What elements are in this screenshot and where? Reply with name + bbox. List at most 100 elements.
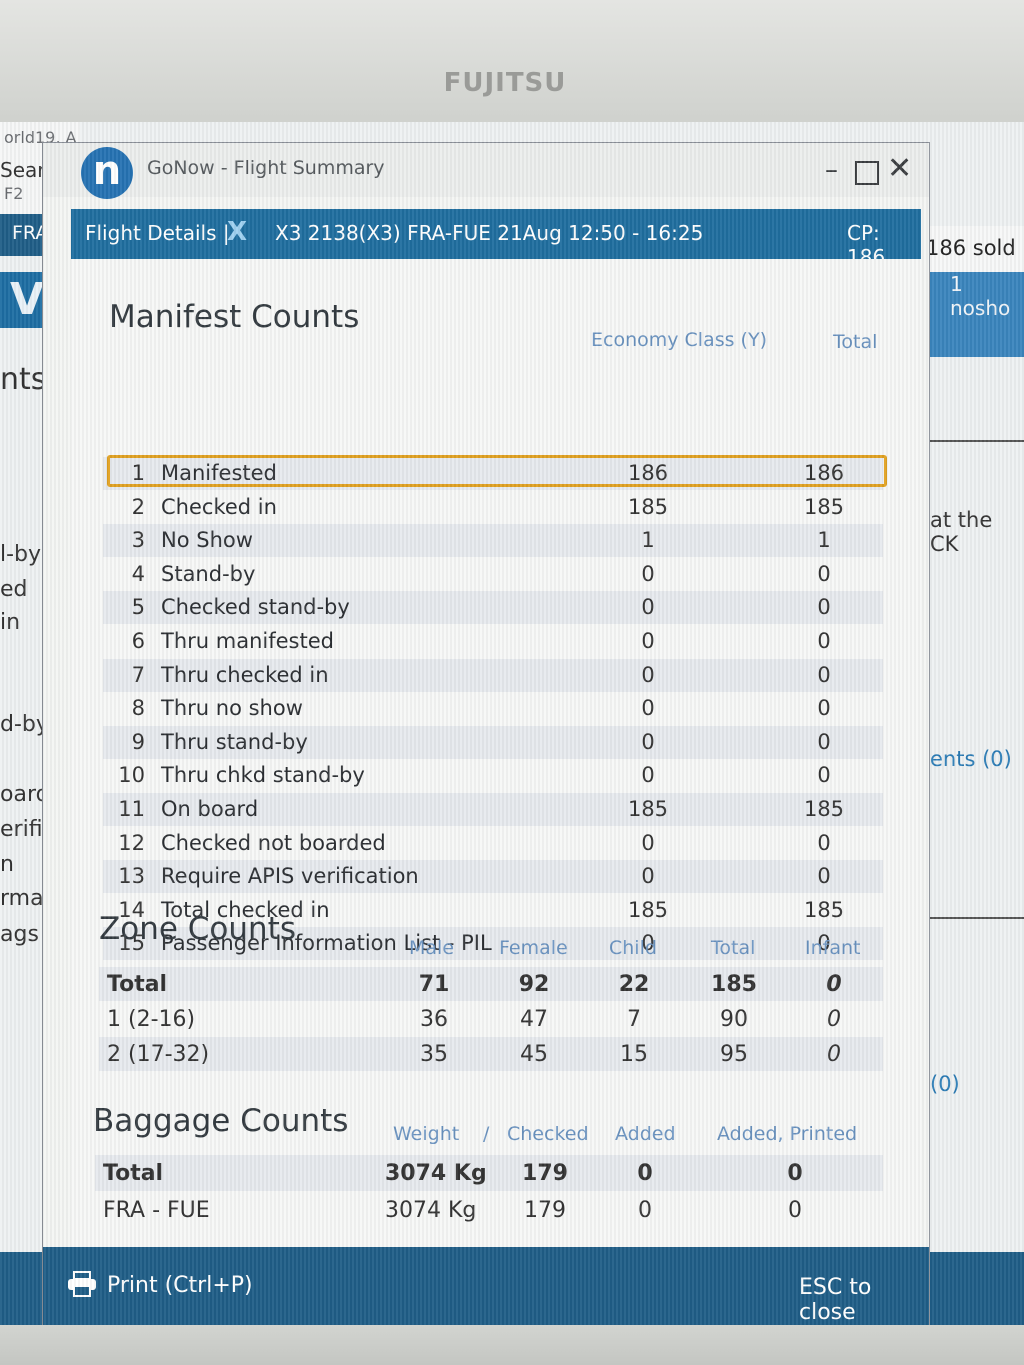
minimize-button[interactable]: – <box>825 155 838 185</box>
manifest-row[interactable]: 10 Thru chkd stand-by 0 0 <box>103 759 883 792</box>
manifest-cell-economy: 1 <box>641 528 655 553</box>
esc-close-hint[interactable]: ESC to close <box>799 1275 872 1325</box>
manifest-row[interactable]: 15 Passenger Information List - PIL 0 0 <box>103 927 883 961</box>
manifest-cell-economy: 0 <box>641 662 655 687</box>
baggage-cell-added: 0 <box>638 1198 652 1223</box>
bg-right-sold: 186 sold <box>922 226 1024 272</box>
zone-cell-male: 71 <box>418 972 450 997</box>
baggage-cell-label: FRA - FUE <box>103 1198 210 1223</box>
bag-col-weight: Weight <box>393 1123 460 1145</box>
printer-icon[interactable] <box>67 1271 97 1297</box>
zone-cell-label: 1 (2-16) <box>107 1007 196 1032</box>
manifest-cell-label: Passenger Information List - PIL <box>161 931 492 956</box>
flight-summary-dialog: n GoNow - Flight Summary – ✕ Flight Deta… <box>42 142 930 1327</box>
bg-left-item: d-by <box>0 712 49 737</box>
zone-cell-infant: 0 <box>827 1007 841 1032</box>
manifest-cell-num: 5 <box>131 595 145 620</box>
manifest-cell-num: 3 <box>131 528 145 553</box>
zone-cell-child: 15 <box>620 1042 648 1067</box>
manifest-cell-total: 0 <box>817 629 831 653</box>
zone-cell-male: 36 <box>420 1007 448 1032</box>
manifest-row[interactable]: 13 Require APIS verification 0 0 <box>103 860 883 894</box>
manifest-row[interactable]: 4 Stand-by 0 0 <box>103 558 883 591</box>
manifest-row[interactable]: 2 Checked in 185 185 <box>103 491 883 524</box>
manifest-cell-label: Checked not boarded <box>161 830 386 855</box>
baggage-cell-weight: 3074 Kg <box>385 1161 487 1186</box>
bg-left-item: l-by <box>0 542 42 567</box>
zone-cell-female: 47 <box>520 1007 548 1032</box>
monitor-bezel-bottom <box>0 1325 1024 1365</box>
zone-cell-infant: 0 <box>827 1042 841 1067</box>
zone-cell-child: 22 <box>618 972 650 997</box>
manifest-cell-economy: 185 <box>627 797 669 821</box>
baggage-cell-printed: 0 <box>787 1161 803 1186</box>
manifest-row[interactable]: 14 Total checked in 185 185 <box>103 894 883 927</box>
dialog-footer: Print (Ctrl+P) ESC to close <box>43 1247 929 1327</box>
zone-title: Zone Counts <box>99 911 296 947</box>
manifest-cell-total: 0 <box>817 763 831 788</box>
window-title: GoNow - Flight Summary <box>147 157 385 179</box>
manifest-cell-economy: 0 <box>641 830 655 855</box>
baggage-row: Total 3074 Kg 179 0 0 <box>95 1155 883 1191</box>
manifest-cell-economy: 186 <box>627 461 669 485</box>
manifest-row[interactable]: 7 Thru checked in 0 0 <box>103 658 883 692</box>
manifest-cell-total: 185 <box>803 897 845 922</box>
manifest-cell-total: 0 <box>817 696 831 721</box>
manifest-cell-num: 12 <box>118 830 145 855</box>
manifest-cell-economy: 0 <box>641 696 655 721</box>
manifest-cell-num: 15 <box>118 931 145 956</box>
manifest-row[interactable]: 12 Checked not boarded 0 0 <box>103 827 883 860</box>
manifest-title: Manifest Counts <box>109 299 360 335</box>
manifest-cell-label: Thru checked in <box>161 662 329 687</box>
manifest-cell-label: Thru chkd stand-by <box>161 763 365 788</box>
bg-left-item: in <box>0 610 21 635</box>
manifest-cell-label: Stand-by <box>161 561 256 586</box>
dialog-titlebar: n GoNow - Flight Summary – ✕ <box>43 143 929 199</box>
manifest-cell-num: 8 <box>131 696 145 721</box>
baggage-title: Baggage Counts <box>93 1103 349 1139</box>
zone-row: Total 71 92 22 185 0 <box>99 967 883 1001</box>
manifest-row[interactable]: 9 Thru stand-by 0 0 <box>103 725 883 759</box>
baggage-cell-printed: 0 <box>788 1198 802 1223</box>
maximize-button[interactable] <box>855 161 879 185</box>
manifest-cell-num: 1 <box>131 461 145 485</box>
zone-col-female: Female <box>499 937 568 959</box>
divider <box>928 917 1024 919</box>
manifest-cell-num: 4 <box>131 561 145 586</box>
bg-right-banner <box>926 272 1024 357</box>
manifest-row[interactable]: 6 Thru manifested 0 0 <box>103 625 883 658</box>
zone-col-total: Total <box>711 937 756 959</box>
col-economy: Economy Class (Y) <box>591 329 767 351</box>
manifest-cell-economy: 185 <box>627 897 669 922</box>
print-button[interactable]: Print (Ctrl+P) <box>107 1273 253 1298</box>
manifest-cell-num: 13 <box>118 864 145 889</box>
manifest-cell-economy: 0 <box>641 729 655 754</box>
manifest-row[interactable]: 8 Thru no show 0 0 <box>103 692 883 725</box>
manifest-cell-label: Manifested <box>161 461 277 485</box>
zone-row: 2 (17-32) 35 45 15 95 0 <box>99 1037 883 1071</box>
manifest-row[interactable]: 3 No Show 1 1 <box>103 524 883 558</box>
monitor-brand: FUJITSU <box>443 68 567 98</box>
manifest-cell-num: 2 <box>131 494 145 519</box>
manifest-cell-total: 0 <box>817 561 831 586</box>
manifest-row[interactable]: 11 On board 185 185 <box>103 793 883 826</box>
zone-cell-total: 185 <box>711 972 757 997</box>
bg-right-link[interactable]: (0) <box>930 1072 960 1096</box>
manifest-cell-total: 0 <box>817 830 831 855</box>
zone-cell-label: 2 (17-32) <box>107 1042 210 1067</box>
close-button[interactable]: ✕ <box>887 151 913 186</box>
manifest-cell-num: 9 <box>131 729 145 754</box>
bg-right-link[interactable]: ents (0) <box>930 747 1012 771</box>
manifest-cell-total: 0 <box>817 931 831 956</box>
zone-row: 1 (2-16) 36 47 7 90 0 <box>99 1002 883 1036</box>
manifest-row[interactable]: 5 Checked stand-by 0 0 <box>103 591 883 625</box>
monitor-bezel-top: FUJITSU <box>0 0 1024 125</box>
bag-col-slash: / <box>483 1123 490 1145</box>
zone-cell-infant: 0 <box>826 972 842 997</box>
manifest-cell-total: 0 <box>817 595 831 620</box>
manifest-cell-label: Require APIS verification <box>161 864 419 889</box>
screen: orld19, A Search F2 FRA-F VIE nts l-by e… <box>0 122 1024 1327</box>
zone-cell-male: 35 <box>420 1042 448 1067</box>
zone-col-infant: Infant <box>805 937 861 959</box>
manifest-cell-label: Checked stand-by <box>161 595 350 620</box>
